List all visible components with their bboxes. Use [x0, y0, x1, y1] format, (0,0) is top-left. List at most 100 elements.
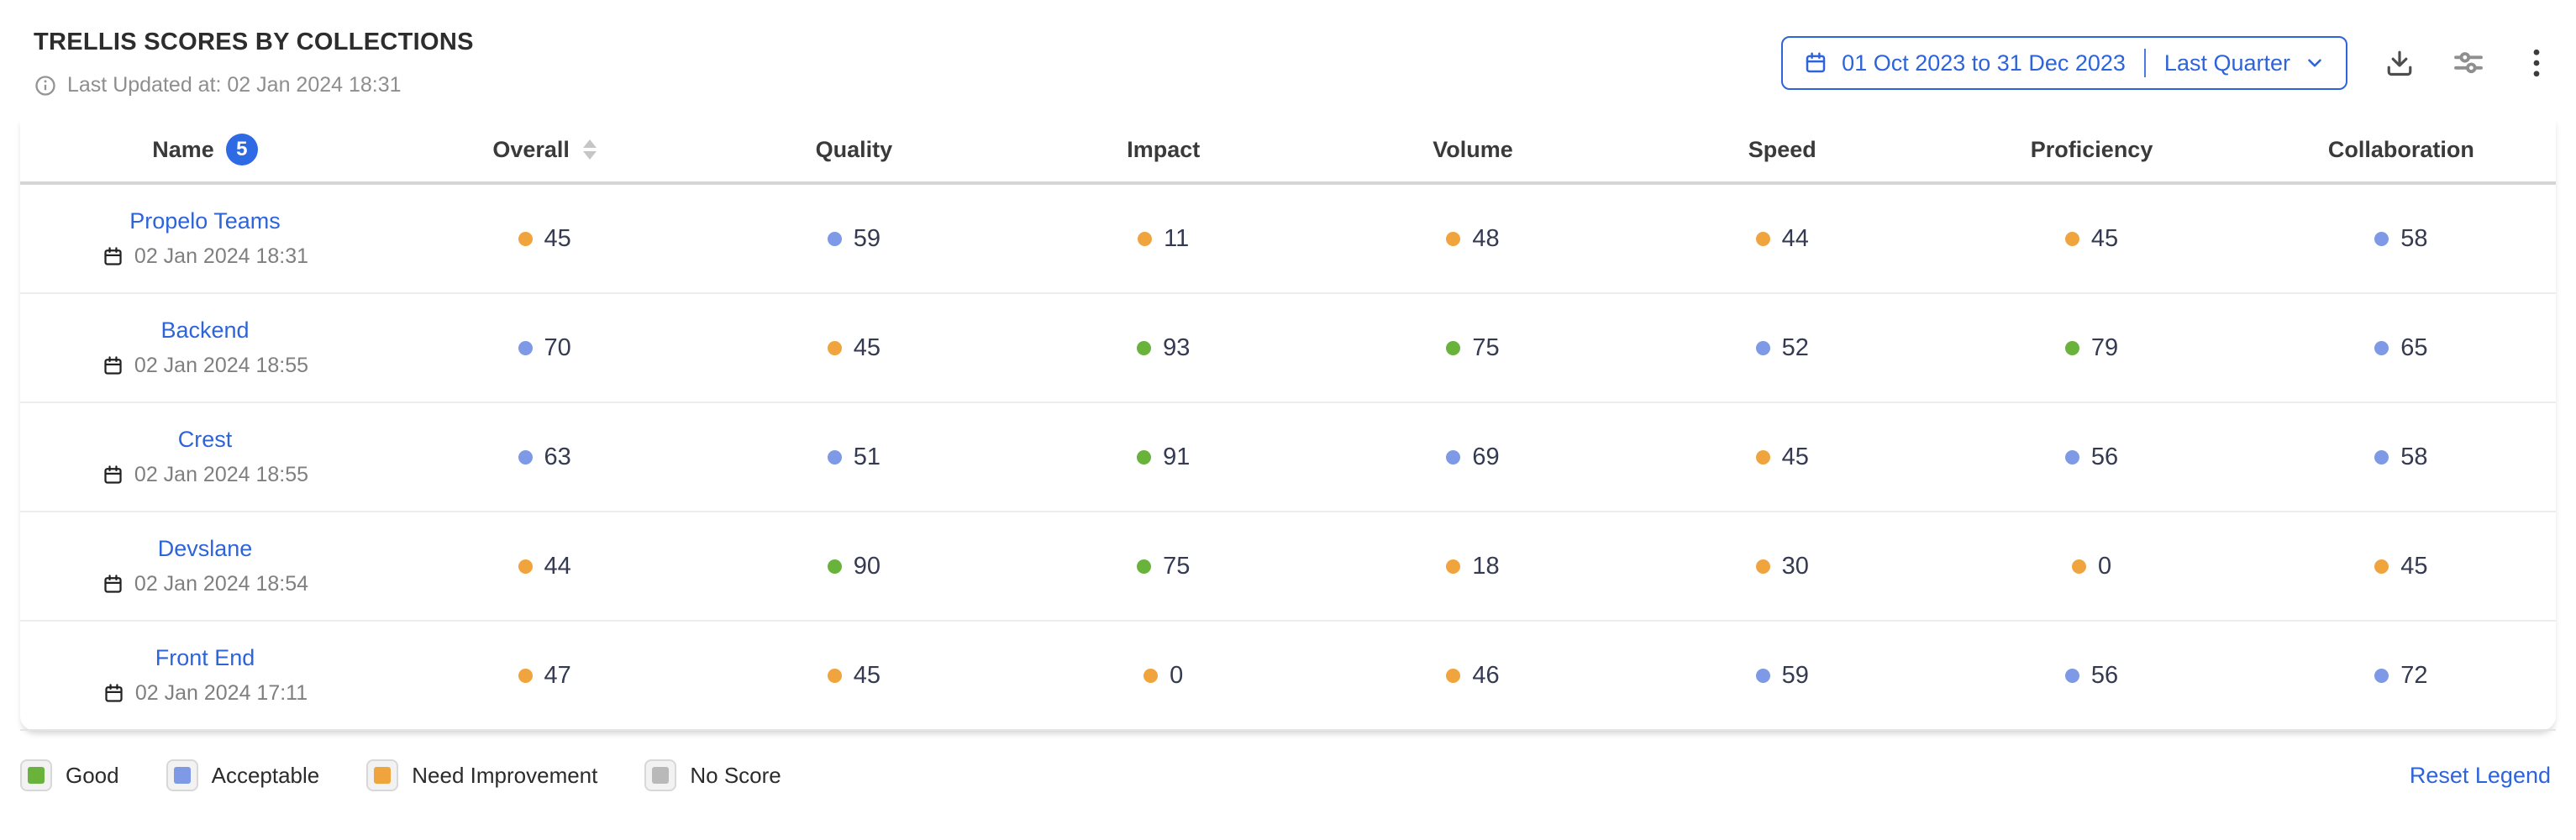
- collection-link-propelo-teams[interactable]: Propelo Teams: [129, 208, 281, 234]
- score-cell-volume: 46: [1318, 662, 1627, 690]
- collection-link-front-end[interactable]: Front End: [155, 645, 255, 670]
- score-cell-quality: 51: [699, 444, 1008, 471]
- score-value: 59: [1781, 661, 1809, 689]
- column-header-volume: Volume: [1318, 137, 1627, 163]
- score-cell-volume: 69: [1318, 444, 1627, 471]
- score-dot-need-improvement: [1138, 231, 1153, 246]
- score-value: 52: [1781, 333, 1809, 361]
- score-dot-acceptable: [1446, 449, 1461, 465]
- score-value: 75: [1472, 333, 1500, 361]
- name-cell: Crest 02 Jan 2024 18:55: [20, 427, 390, 487]
- score-cell-quality: 45: [699, 334, 1008, 362]
- score-dot-acceptable: [2064, 668, 2079, 683]
- column-header-overall[interactable]: Overall: [390, 137, 699, 163]
- legend-item-good[interactable]: Good: [20, 759, 119, 791]
- score-value: 56: [2090, 443, 2119, 470]
- score-value: 56: [2090, 661, 2119, 689]
- score-value: 90: [853, 552, 881, 580]
- table-row: Propelo Teams 02 Jan 2024 18:31 45 59 11 48 44…: [20, 185, 2556, 294]
- sort-icon[interactable]: [582, 139, 597, 160]
- score-dot-good: [2064, 340, 2079, 355]
- score-cell-proficiency: 56: [1937, 444, 2246, 471]
- score-value: 75: [1163, 552, 1191, 580]
- collection-link-crest[interactable]: Crest: [177, 427, 233, 452]
- updated-timestamp: 02 Jan 2024 17:11: [134, 681, 308, 705]
- score-cell-volume: 48: [1318, 225, 1627, 253]
- reset-legend-link[interactable]: Reset Legend: [2409, 762, 2551, 788]
- score-value: 70: [544, 333, 571, 361]
- row-updated: 02 Jan 2024 17:11: [103, 681, 308, 706]
- score-value: 45: [853, 333, 881, 361]
- score-value: 91: [1163, 443, 1191, 470]
- score-value: 45: [2090, 224, 2119, 252]
- legend-label: No Score: [690, 762, 781, 788]
- score-cell-impact: 0: [1009, 662, 1318, 690]
- score-cell-speed: 44: [1627, 225, 1937, 253]
- legend-item-need-improvement[interactable]: Need Improvement: [366, 759, 597, 791]
- score-value: 69: [1472, 443, 1500, 470]
- score-value: 0: [2097, 552, 2112, 580]
- row-updated: 02 Jan 2024 18:54: [102, 572, 308, 596]
- date-range-picker[interactable]: 01 Oct 2023 to 31 Dec 2023 Last Quarter: [1781, 36, 2347, 90]
- score-value: 46: [1472, 661, 1500, 689]
- score-value: 0: [1170, 661, 1184, 689]
- row-count-badge: 5: [225, 134, 258, 165]
- collection-link-backend[interactable]: Backend: [160, 318, 250, 343]
- score-dot-need-improvement: [1446, 668, 1461, 683]
- score-value: 30: [1781, 552, 1809, 580]
- collection-link-devslane[interactable]: Devslane: [157, 536, 253, 561]
- score-cell-overall: 45: [390, 225, 699, 253]
- chip-divider: [2143, 49, 2146, 77]
- column-label: Quality: [815, 136, 893, 162]
- name-cell: Devslane 02 Jan 2024 18:54: [20, 536, 390, 596]
- score-cell-quality: 45: [699, 662, 1008, 690]
- name-cell: Backend 02 Jan 2024 18:55: [20, 318, 390, 378]
- score-value: 44: [544, 552, 571, 580]
- score-dot-acceptable: [827, 231, 842, 246]
- score-dot-acceptable: [1755, 668, 1770, 683]
- score-value: 48: [1472, 224, 1500, 252]
- score-cell-collaboration: 58: [2247, 444, 2556, 471]
- score-value: 63: [544, 443, 571, 470]
- updated-timestamp: 02 Jan 2024 18:55: [134, 354, 309, 377]
- score-cell-proficiency: 56: [1937, 662, 2246, 690]
- score-cell-impact: 11: [1009, 225, 1318, 253]
- chevron-down-icon: [2304, 52, 2326, 74]
- column-label: Collaboration: [2327, 136, 2474, 162]
- column-header-impact: Impact: [1009, 137, 1318, 163]
- sliders-icon[interactable]: [2452, 46, 2485, 80]
- kebab-menu-icon[interactable]: [2522, 46, 2551, 80]
- score-dot-good: [827, 559, 842, 574]
- trellis-scores-table: Name 5 Overall Quality Impact Volume Speed Prof…: [20, 118, 2556, 731]
- score-value: 79: [2090, 333, 2119, 361]
- score-dot-good: [1446, 340, 1461, 355]
- download-button[interactable]: [2384, 48, 2415, 78]
- score-dot-acceptable: [2374, 340, 2389, 355]
- column-header-collaboration: Collaboration: [2247, 137, 2556, 163]
- score-cell-speed: 30: [1627, 553, 1937, 580]
- column-header-proficiency: Proficiency: [1937, 137, 2246, 163]
- score-dot-acceptable: [2064, 449, 2079, 465]
- legend-item-acceptable[interactable]: Acceptable: [166, 759, 319, 791]
- score-cell-collaboration: 65: [2247, 334, 2556, 362]
- score-dot-need-improvement: [2071, 559, 2086, 574]
- last-updated-text: Last Updated at: 02 Jan 2024 18:31: [67, 73, 402, 97]
- table-header-row: Name 5 Overall Quality Impact Volume Speed Prof…: [20, 118, 2556, 185]
- score-dot-need-improvement: [827, 668, 842, 683]
- score-dot-acceptable: [2374, 231, 2389, 246]
- score-cell-overall: 70: [390, 334, 699, 362]
- column-label: Volume: [1433, 136, 1513, 162]
- table-body: Propelo Teams 02 Jan 2024 18:31 45 59 11 48 44…: [20, 185, 2556, 731]
- score-value: 65: [2400, 333, 2428, 361]
- score-cell-collaboration: 72: [2247, 662, 2556, 690]
- name-cell: Front End 02 Jan 2024 17:11: [20, 645, 390, 706]
- score-dot-acceptable: [518, 449, 533, 465]
- score-dot-need-improvement: [1755, 231, 1770, 246]
- score-dot-acceptable: [1755, 340, 1770, 355]
- score-value: 45: [2400, 552, 2428, 580]
- score-cell-proficiency: 0: [1937, 553, 2246, 580]
- legend-item-no-score[interactable]: No Score: [644, 759, 781, 791]
- table-row: Devslane 02 Jan 2024 18:54 44 90 75 18 30 0 45: [20, 512, 2556, 622]
- score-dot-need-improvement: [1755, 559, 1770, 574]
- score-cell-collaboration: 45: [2247, 553, 2556, 580]
